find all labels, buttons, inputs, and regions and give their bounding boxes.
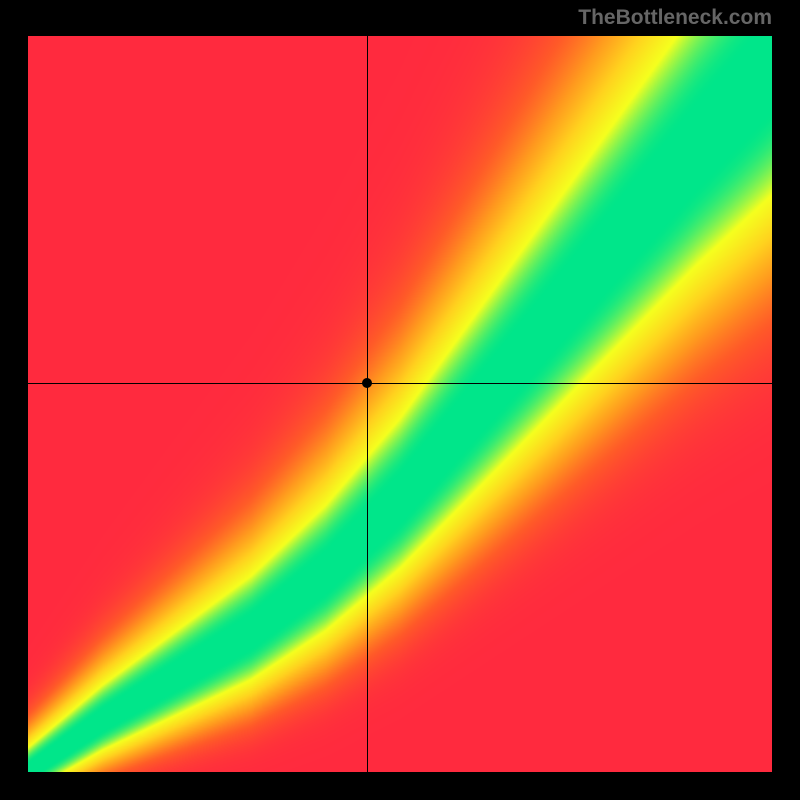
watermark-text: TheBottleneck.com — [578, 6, 772, 30]
plot-area — [28, 36, 772, 772]
crosshair-vertical — [367, 36, 368, 772]
chart-container: TheBottleneck.com — [0, 0, 800, 800]
crosshair-horizontal — [28, 383, 772, 384]
heatmap-canvas — [28, 36, 772, 772]
crosshair-marker — [362, 378, 372, 388]
